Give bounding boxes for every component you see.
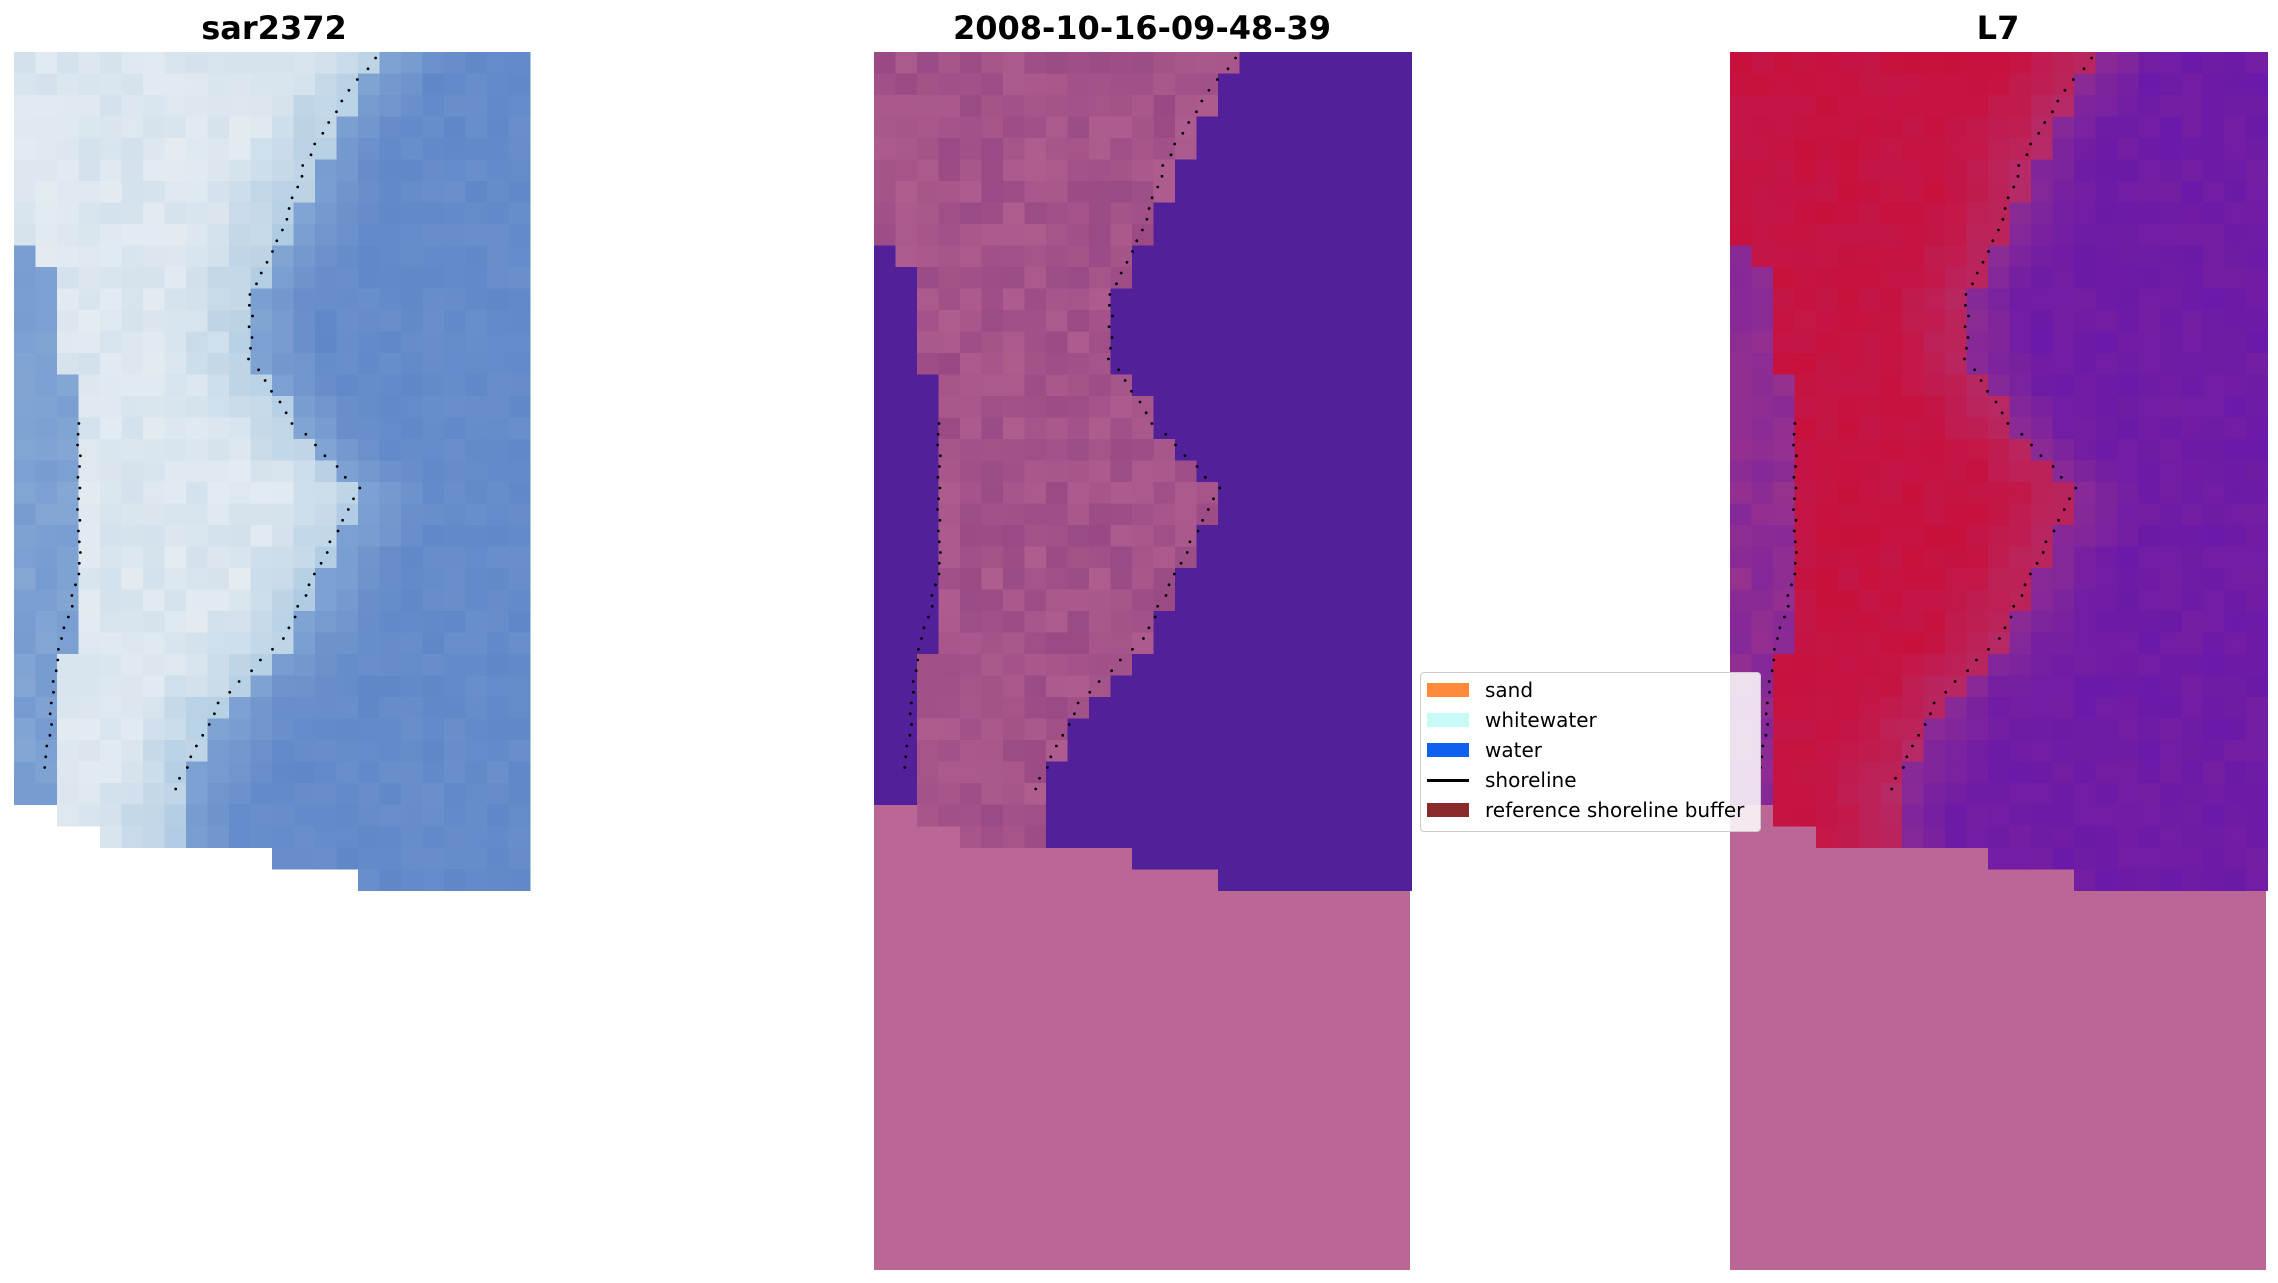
water-swatch [1427, 743, 1469, 757]
legend-label-whitewater: whitewater [1485, 708, 1597, 732]
classified-image-panel [874, 52, 1412, 1270]
legend: sand whitewater water shoreline referenc… [1420, 672, 1761, 832]
shoreline-points [43, 56, 377, 791]
sand-swatch [1427, 683, 1469, 697]
legend-item-water: water [1421, 737, 1760, 763]
rgb-image-panel [14, 52, 531, 891]
shoreline-points [903, 56, 1237, 791]
legend-item-reference-buffer: reference shoreline buffer [1421, 797, 1760, 823]
legend-item-shoreline: shoreline [1421, 767, 1760, 793]
legend-item-sand: sand [1421, 677, 1760, 703]
index-image-panel [1730, 52, 2268, 1270]
legend-item-whitewater: whitewater [1421, 707, 1760, 733]
shoreline-points [1759, 56, 2093, 791]
legend-label-shoreline: shoreline [1485, 768, 1577, 792]
panel-title-right: L7 [1976, 9, 2020, 47]
legend-label-sand: sand [1485, 678, 1534, 702]
shoreline-line-sample [1427, 779, 1469, 782]
legend-label-reference-buffer: reference shoreline buffer [1485, 798, 1745, 822]
legend-label-water: water [1485, 738, 1542, 762]
panel-title-middle: 2008-10-16-09-48-39 [952, 9, 1332, 47]
reference-buffer-swatch [1427, 803, 1469, 817]
whitewater-swatch [1427, 713, 1469, 727]
panel-title-left: sar2372 [201, 9, 347, 47]
